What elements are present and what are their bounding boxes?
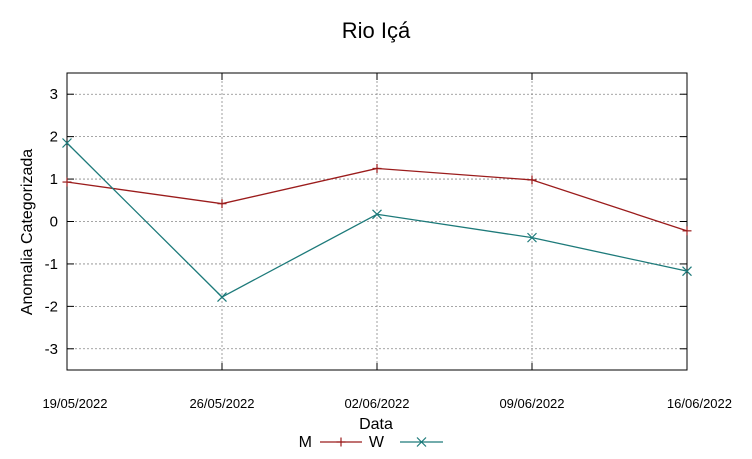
- x-tick-labels: 19/05/2022 26/05/2022 02/06/2022 09/06/2022…: [42, 396, 732, 411]
- data-point-W: [527, 232, 537, 243]
- y-tick-label: 1: [50, 171, 58, 188]
- legend-label-M: M: [299, 434, 312, 451]
- data-point-W: [217, 292, 227, 302]
- y-tick-label: -1: [45, 256, 58, 273]
- series-group: [62, 138, 692, 302]
- data-point-W: [62, 138, 72, 148]
- data-point-M: [372, 163, 382, 173]
- legend-marker-M: [336, 437, 346, 447]
- legend-label-W: W: [369, 434, 385, 451]
- y-tick-label: 0: [50, 214, 58, 231]
- x-axis-label: Data: [359, 416, 393, 433]
- chart-title: Rio Içá: [342, 18, 411, 43]
- data-point-M: [217, 199, 227, 209]
- y-tick-labels: 3 2 1 0 -1 -2 -3: [45, 86, 58, 358]
- grid: [66, 73, 688, 370]
- legend-marker-W: [416, 437, 427, 447]
- y-tick-label: -2: [45, 298, 58, 315]
- y-tick-label: -3: [45, 341, 58, 358]
- data-point-W: [372, 209, 382, 220]
- y-axis-label: Anomalia Categorizada: [19, 149, 36, 315]
- x-tick-label: 09/06/2022: [499, 396, 564, 411]
- x-tick-label: 16/06/2022: [667, 396, 732, 411]
- y-tick-label: 3: [50, 86, 58, 103]
- data-point-W: [682, 266, 692, 277]
- x-tick-label: 19/05/2022: [42, 396, 107, 411]
- y-tick-label: 2: [50, 129, 58, 146]
- plot-area: [66, 72, 688, 371]
- data-point-M: [527, 175, 537, 185]
- x-tick-label: 26/05/2022: [189, 396, 254, 411]
- data-point-M: [62, 177, 72, 187]
- data-point-M: [682, 226, 692, 236]
- x-tick-label: 02/06/2022: [344, 396, 409, 411]
